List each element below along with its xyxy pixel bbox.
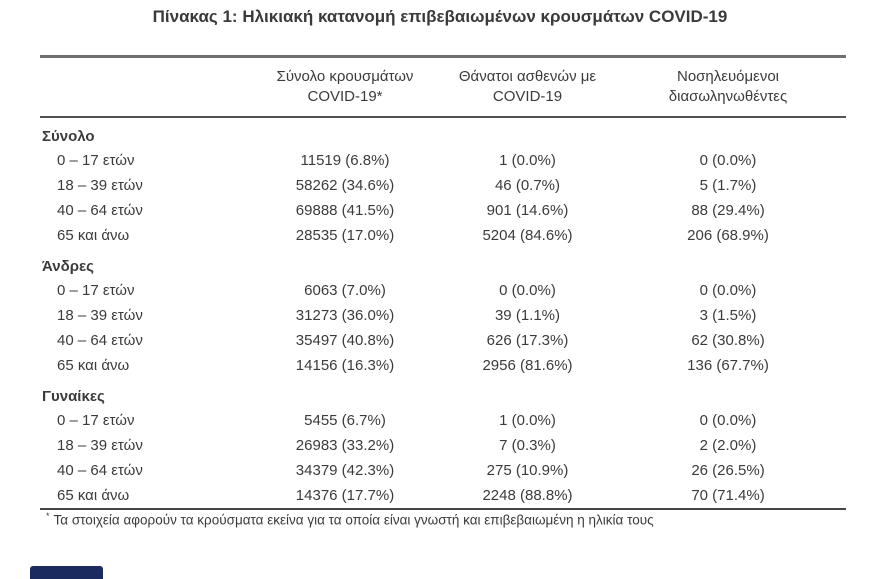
intubated-value: 70 (71.4%) [691,487,765,504]
total-cases-value: 35497 (40.8%) [295,332,395,349]
intubated-value: 5 (1.7%) [699,177,757,194]
column-header-empty [40,55,245,118]
age-group-label: 40 – 64 ετών [57,202,143,219]
deaths-value: 275 (10.9%) [486,462,569,479]
footnote: * Τα στοιχεία αφορούν τα κρούσματα εκείνα… [46,511,654,528]
table-row: 18 – 39 ετών 31273 (36.0%) 39 (1.1%) 3 (1.5… [40,303,846,328]
column-header-deaths-line1: Θάνατοι ασθενών με [458,68,597,85]
total-cases-value: 6063 (7.0%) [304,282,386,299]
column-header-deaths-line2: COVID-19 [492,88,563,105]
deaths-value: 5204 (84.6%) [482,227,573,244]
age-group-label: 65 και άνω [57,227,130,244]
total-cases-value: 14376 (17.7%) [295,487,395,504]
age-group-label: 65 και άνω [57,357,130,374]
age-group-label: 0 – 17 ετών [57,412,135,429]
section-row: Σύνολο [40,117,846,148]
intubated-value: 0 (0.0%) [699,412,757,429]
total-cases-value: 26983 (33.2%) [295,437,395,454]
age-group-label: 40 – 64 ετών [57,462,143,479]
column-header-intubated-line1: Νοσηλευόμενοι [676,68,779,85]
total-cases-value: 5455 (6.7%) [304,412,386,429]
footnote-asterisk: * [46,511,50,521]
column-header-intubated: Νοσηλευόμενοι διασωληνωθέντες [610,55,846,118]
intubated-value: 206 (68.9%) [687,227,769,244]
column-header-total-cases-line1: Σύνολο κρουσμάτων [276,68,414,85]
intubated-value: 0 (0.0%) [699,152,757,169]
total-cases-value: 34379 (42.3%) [295,462,395,479]
total-cases-value: 28535 (17.0%) [295,227,395,244]
age-group-label: 18 – 39 ετών [57,437,143,454]
deaths-value: 2956 (81.6%) [482,357,573,374]
age-group-label: 0 – 17 ετών [57,152,135,169]
covid-age-distribution-table: Σύνολο κρουσμάτων COVID-19* Θάνατοι ασθε… [40,55,846,510]
age-group-label: 0 – 17 ετών [57,282,135,299]
deaths-value: 1 (0.0%) [499,152,556,169]
intubated-value: 62 (30.8%) [691,332,765,349]
section-row: Γυναίκες [40,378,846,408]
intubated-value: 136 (67.7%) [687,357,769,374]
table-header: Σύνολο κρουσμάτων COVID-19* Θάνατοι ασθε… [40,55,846,118]
table-row: 65 και άνω 14156 (16.3%) 2956 (81.6%) 136 (… [40,353,846,378]
table-row: 65 και άνω 14376 (17.7%) 2248 (88.8%) 70 (7… [40,483,846,509]
footnote-text: Τα στοιχεία αφορούν τα κρούσματα εκείνα … [53,512,654,528]
partial-bottom-left-element[interactable] [30,566,103,579]
section-label: Σύνολο [42,127,95,145]
age-group-label: 65 και άνω [57,487,130,504]
table-title: Πίνακας 1: Ηλικιακή κατανομή επιβεβαιωμέ… [152,7,728,26]
total-cases-value: 31273 (36.0%) [295,307,395,324]
table-row: 0 – 17 ετών 5455 (6.7%) 1 (0.0%) 0 (0.0%) [40,408,846,433]
age-group-label: 18 – 39 ετών [57,307,143,324]
section-label: Άνδρες [42,257,94,275]
section-row: Άνδρες [40,248,846,278]
table-row: 65 και άνω 28535 (17.0%) 5204 (84.6%) 206 (… [40,223,846,248]
deaths-value: 901 (14.6%) [486,202,569,219]
age-group-label: 40 – 64 ετών [57,332,143,349]
intubated-value: 26 (26.5%) [691,462,765,479]
table-row: 18 – 39 ετών 58262 (34.6%) 46 (0.7%) 5 (1.7… [40,173,846,198]
deaths-value: 2248 (88.8%) [482,487,573,504]
column-header-total-cases-line2: COVID-19* [307,88,383,105]
intubated-value: 2 (2.0%) [699,437,757,454]
total-cases-value: 11519 (6.8%) [300,152,390,169]
intubated-value: 0 (0.0%) [699,282,757,299]
table-row: 40 – 64 ετών 34379 (42.3%) 275 (10.9%) 26 (… [40,458,846,483]
deaths-value: 626 (17.3%) [486,332,569,349]
column-header-intubated-line2: διασωληνωθέντες [668,88,788,105]
age-group-label: 18 – 39 ετών [57,177,143,194]
intubated-value: 3 (1.5%) [699,307,757,324]
table-row: 40 – 64 ετών 35497 (40.8%) 626 (17.3%) 62 (… [40,328,846,353]
deaths-value: 1 (0.0%) [499,412,556,429]
deaths-value: 7 (0.3%) [499,437,556,454]
table-row: 0 – 17 ετών 6063 (7.0%) 0 (0.0%) 0 (0.0%) [40,278,846,303]
total-cases-value: 69888 (41.5%) [295,202,395,219]
table-row: 0 – 17 ετών 11519 (6.8%) 1 (0.0%) 0 (0.0%) [40,148,846,173]
deaths-value: 0 (0.0%) [499,282,556,299]
intubated-value: 88 (29.4%) [691,202,765,219]
column-header-total-cases: Σύνολο κρουσμάτων COVID-19* [245,55,445,118]
deaths-value: 39 (1.1%) [494,307,561,324]
total-cases-value: 14156 (16.3%) [295,357,395,374]
deaths-value: 46 (0.7%) [494,177,561,194]
section-label: Γυναίκες [42,387,105,405]
table-row: 18 – 39 ετών 26983 (33.2%) 7 (0.3%) 2 (2.0%… [40,433,846,458]
table-row: 40 – 64 ετών 69888 (41.5%) 901 (14.6%) 88 (… [40,198,846,223]
total-cases-value: 58262 (34.6%) [295,177,395,194]
column-header-deaths: Θάνατοι ασθενών με COVID-19 [445,55,610,118]
table-body: Σύνολο 0 – 17 ετών 11519 (6.8%) 1 (0.0%) 0 (… [40,117,846,509]
